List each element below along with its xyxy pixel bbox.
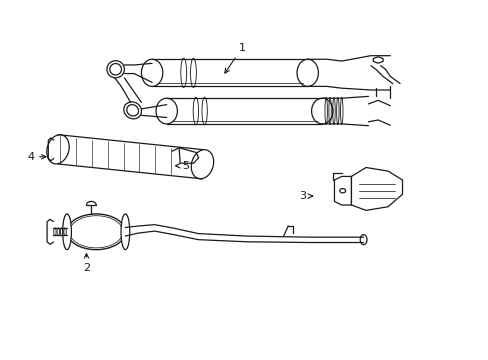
Ellipse shape [191,150,213,179]
Ellipse shape [123,102,141,119]
Ellipse shape [107,61,124,78]
Ellipse shape [181,58,186,87]
Polygon shape [334,176,351,205]
Polygon shape [351,167,402,210]
Ellipse shape [47,135,69,164]
Ellipse shape [110,64,121,75]
Ellipse shape [156,98,177,124]
Text: 4: 4 [27,152,46,162]
Ellipse shape [193,97,198,125]
Ellipse shape [190,58,196,87]
Ellipse shape [360,235,366,245]
Ellipse shape [141,59,163,86]
Text: 5: 5 [175,161,189,171]
Text: 3: 3 [299,191,312,201]
Ellipse shape [202,97,207,125]
Ellipse shape [339,189,345,193]
Text: 1: 1 [224,43,245,73]
Polygon shape [372,57,382,63]
Text: 2: 2 [83,254,90,273]
Ellipse shape [296,59,318,86]
Ellipse shape [121,214,129,249]
Ellipse shape [311,98,332,124]
Ellipse shape [62,214,71,249]
Ellipse shape [69,216,122,248]
Ellipse shape [67,214,125,249]
Ellipse shape [126,105,138,116]
